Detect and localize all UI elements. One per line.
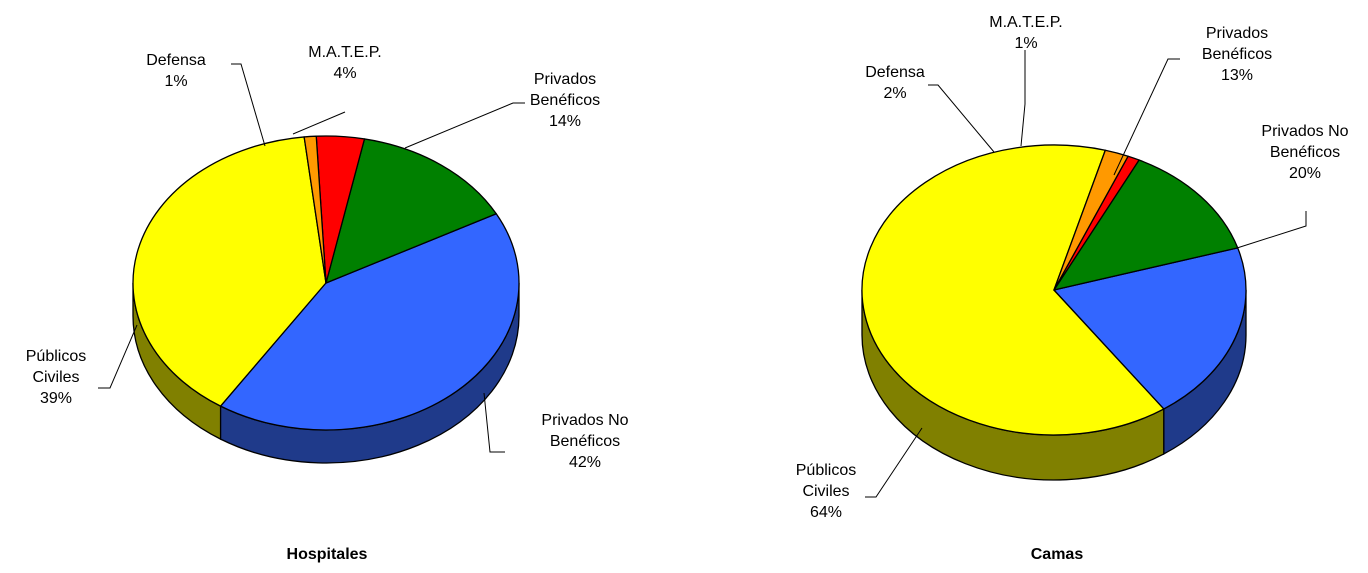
slice-label-text: Privados (533, 71, 597, 88)
slice-label-text: Públicos (795, 462, 857, 479)
leader-line-publicos-civiles (98, 324, 138, 389)
slice-label-percent: 4% (333, 65, 357, 82)
slice-label-privados-no-beneficos: Privados No Benéficos 20% (1235, 121, 1368, 184)
leader-line-publicos-civiles (865, 427, 923, 498)
pie-slice-defensa (1053, 149, 1129, 291)
leader-line-privados-no-beneficos (483, 392, 505, 453)
leader-line-defensa (928, 84, 995, 153)
slice-label-text: M.A.T.E.P. (989, 14, 1063, 31)
slice-label-matep: M.A.T.E.P. 1% (956, 12, 1096, 54)
slice-label-privados-no-beneficos: Privados No Benéficos 42% (515, 410, 655, 473)
slice-label-text: Públicos (25, 348, 87, 365)
slice-label-text: Benéficos (549, 433, 621, 450)
leader-line-privados-beneficos (404, 102, 525, 149)
slice-label-text: Privados No (541, 412, 629, 429)
slice-label-privados-beneficos: Privados Benéficos 13% (1167, 23, 1307, 86)
leader-line-privados-beneficos (1113, 58, 1180, 176)
slice-label-percent: 2% (883, 85, 907, 102)
pie-slice-privados-beneficos (325, 138, 497, 284)
leader-line-defensa (231, 63, 266, 147)
chart-title-camas: Camas (1030, 546, 1084, 563)
slice-label-text: Civiles (802, 483, 850, 500)
slice-label-percent: 64% (809, 504, 843, 521)
slice-label-text: Benéficos (529, 92, 601, 109)
pie-slice-defensa (303, 135, 327, 284)
leader-line-matep (1020, 50, 1026, 147)
slice-label-percent: 20% (1288, 165, 1322, 182)
slice-label-publicos-civiles: Públicos Civiles 39% (0, 346, 126, 409)
pie-hospitales (98, 63, 525, 464)
slice-label-percent: 1% (1014, 35, 1038, 52)
chart-title-hospitales: Hospitales (286, 546, 368, 563)
pie-slice-privados-no-beneficos (219, 213, 520, 431)
slice-label-text: Benéficos (1269, 144, 1341, 161)
slice-label-text: Privados (1205, 25, 1269, 42)
slice-label-percent: 1% (164, 73, 188, 90)
pie-slice-publicos-civiles (861, 144, 1165, 436)
slice-label-percent: 39% (39, 390, 73, 407)
slice-label-text: Civiles (32, 369, 80, 386)
slice-label-text: Defensa (865, 64, 925, 81)
pie-camas (861, 50, 1307, 498)
slice-label-text: M.A.T.E.P. (308, 44, 382, 61)
slice-label-defensa: Defensa 1% (106, 50, 246, 92)
slice-label-percent: 14% (548, 113, 582, 130)
slice-label-publicos-civiles: Públicos Civiles 64% (756, 460, 896, 523)
leader-line-matep (292, 111, 346, 135)
slice-label-defensa: Defensa 2% (825, 62, 965, 104)
pie-slice-privados-no-beneficos (1053, 247, 1247, 410)
pie-slice-privados-beneficos (1053, 159, 1239, 291)
slice-label-percent: 13% (1220, 67, 1254, 84)
slice-label-percent: 42% (568, 454, 602, 471)
chart-camas: Camas Públicos Civiles 64% Privados No Benéf… (684, 0, 1368, 573)
slice-label-matep: M.A.T.E.P. 4% (275, 42, 415, 84)
slice-label-text: Defensa (146, 52, 206, 69)
chart-hospitales: Hospitales Públicos Civiles 39% Privados No… (0, 42, 655, 563)
slice-label-text: Privados No (1261, 123, 1349, 140)
leader-line-privados-no-beneficos (1236, 211, 1307, 249)
slice-label-privados-beneficos: Privados Benéficos 14% (495, 69, 635, 132)
slice-label-text: Benéficos (1201, 46, 1273, 63)
